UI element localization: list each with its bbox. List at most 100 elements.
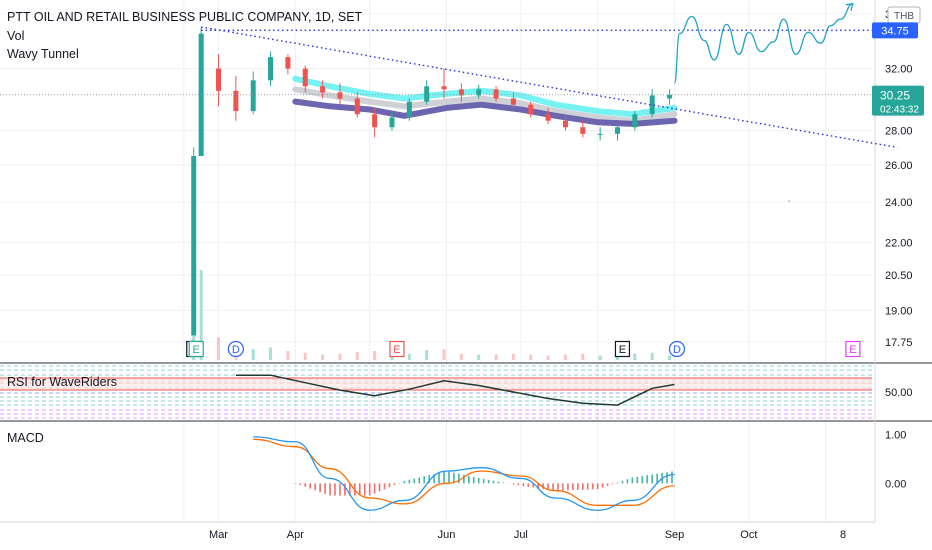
macd-histogram-bar bbox=[641, 475, 644, 484]
event-marker-circle bbox=[227, 340, 244, 358]
event-marker-label: E bbox=[393, 344, 400, 356]
last-price-badge-countdown: 02:43:32 bbox=[880, 105, 919, 116]
event-marker[interactable]: E bbox=[614, 340, 631, 358]
macd-histogram-bar bbox=[631, 477, 634, 484]
macd-histogram-bar bbox=[646, 475, 649, 484]
price-axis-tick: 32.00 bbox=[885, 64, 913, 76]
macd-histogram-bar bbox=[671, 471, 673, 484]
volume-bar bbox=[633, 353, 637, 360]
volume-bars bbox=[192, 270, 672, 360]
currency-badge: THB bbox=[887, 6, 921, 24]
macd-histogram-bar bbox=[393, 483, 396, 486]
volume-bar bbox=[303, 352, 307, 360]
macd-histogram-bar bbox=[611, 483, 614, 485]
event-marker-box bbox=[188, 340, 204, 358]
macd-histogram-bar bbox=[577, 483, 579, 490]
candle-body bbox=[302, 68, 308, 87]
volume-bar bbox=[598, 355, 602, 360]
symbol-title: PTT OIL AND RETAIL BUSINESS PUBLIC COMPA… bbox=[7, 10, 363, 24]
last-price-badge-value: 30.25 bbox=[880, 89, 910, 103]
volume-bar bbox=[546, 355, 550, 360]
macd-histogram-bar bbox=[482, 478, 485, 484]
event-marker[interactable]: E bbox=[188, 340, 204, 358]
event-marker[interactable]: D bbox=[227, 340, 244, 358]
macd-axis-tick: 1.00 bbox=[885, 429, 906, 441]
volume-bar bbox=[442, 349, 446, 360]
volume-bar bbox=[269, 347, 273, 360]
price-axis: 17.75 19.00 20.50 22.00 24.00 26.00 28.00 32.00… bbox=[885, 9, 913, 490]
event-marker[interactable]: E bbox=[845, 340, 861, 358]
macd-histogram-bar bbox=[537, 483, 539, 489]
candle-body bbox=[337, 92, 343, 99]
resistance-badge-box bbox=[872, 22, 918, 39]
candle-body bbox=[510, 98, 516, 105]
price-axis-tick: 26.00 bbox=[885, 160, 913, 172]
chart-legend: PTT OIL AND RETAIL BUSINESS PUBLIC COMPA… bbox=[7, 10, 363, 445]
candle-body bbox=[372, 114, 378, 128]
event-marker[interactable]: D bbox=[668, 340, 686, 358]
volume-bar bbox=[425, 350, 429, 360]
time-axis-tick: Jun bbox=[438, 529, 456, 541]
volume-bar bbox=[217, 337, 221, 360]
volume-bar bbox=[459, 353, 463, 360]
price-axis-tick: 19.00 bbox=[885, 305, 913, 317]
macd-signal-line bbox=[253, 438, 675, 506]
currency-badge-text: THB bbox=[894, 11, 914, 22]
price-axis-tick: 17.75 bbox=[885, 337, 913, 349]
candle-body bbox=[268, 57, 274, 81]
macd-histogram-bar bbox=[557, 483, 559, 491]
macd-histogram-bar bbox=[591, 483, 594, 490]
macd-histogram-bar bbox=[363, 483, 366, 496]
candle-body bbox=[424, 86, 430, 102]
volume-bar bbox=[477, 354, 481, 360]
candle-body bbox=[406, 101, 412, 118]
volume-bar bbox=[494, 354, 498, 360]
vertical-grid bbox=[183, 0, 827, 522]
event-marker-label: E bbox=[849, 344, 856, 356]
time-axis-tick: Mar bbox=[209, 529, 228, 541]
macd-histogram-bar bbox=[329, 483, 331, 496]
macd-histogram-bar bbox=[567, 483, 569, 491]
stray-dot bbox=[788, 200, 790, 202]
volume-bar bbox=[321, 354, 325, 360]
macd-histogram-bar bbox=[477, 477, 480, 484]
macd-histogram-bar bbox=[497, 481, 500, 484]
macd-histogram-bar bbox=[334, 483, 336, 496]
candle-body bbox=[191, 156, 197, 336]
event-marker-label: E bbox=[619, 344, 626, 356]
macd-histogram-bar bbox=[299, 483, 302, 486]
candle-body bbox=[389, 117, 395, 128]
macd-histogram-bar bbox=[428, 475, 430, 484]
candle-body bbox=[233, 90, 239, 112]
candle-body bbox=[667, 94, 673, 99]
candle-body bbox=[441, 86, 447, 90]
event-marker-box bbox=[389, 340, 405, 358]
time-axis-tick: 8 bbox=[840, 529, 846, 541]
candle-body bbox=[614, 127, 620, 134]
rsi-bands bbox=[0, 365, 872, 419]
macd-histogram-bar bbox=[433, 473, 435, 484]
horizontal-grid bbox=[0, 13, 872, 343]
macd-histogram-bar bbox=[383, 483, 386, 490]
macd-histogram-bar bbox=[468, 475, 470, 484]
candle-body bbox=[632, 114, 638, 128]
volume-bar bbox=[511, 353, 515, 360]
macd-histogram-bar bbox=[651, 474, 653, 484]
macd-histogram-bar bbox=[626, 479, 629, 484]
resistance-price-badge: 34.75 bbox=[872, 22, 918, 39]
projection-arrow-head bbox=[845, 2, 854, 11]
macd-line bbox=[253, 436, 675, 511]
event-marker-box bbox=[845, 340, 861, 358]
event-marker[interactable]: E bbox=[389, 340, 405, 358]
macd-histogram-bar bbox=[517, 483, 520, 486]
indicator-vol-label: Vol bbox=[7, 29, 24, 43]
macd-histogram-bar bbox=[472, 476, 475, 484]
macd-histogram-bar bbox=[408, 479, 411, 484]
time-axis-tick: Apr bbox=[287, 529, 304, 541]
candle-body bbox=[580, 127, 586, 134]
time-axis-tick: Oct bbox=[740, 529, 757, 541]
candle-body bbox=[476, 89, 482, 96]
event-marker-label: D bbox=[232, 344, 240, 356]
